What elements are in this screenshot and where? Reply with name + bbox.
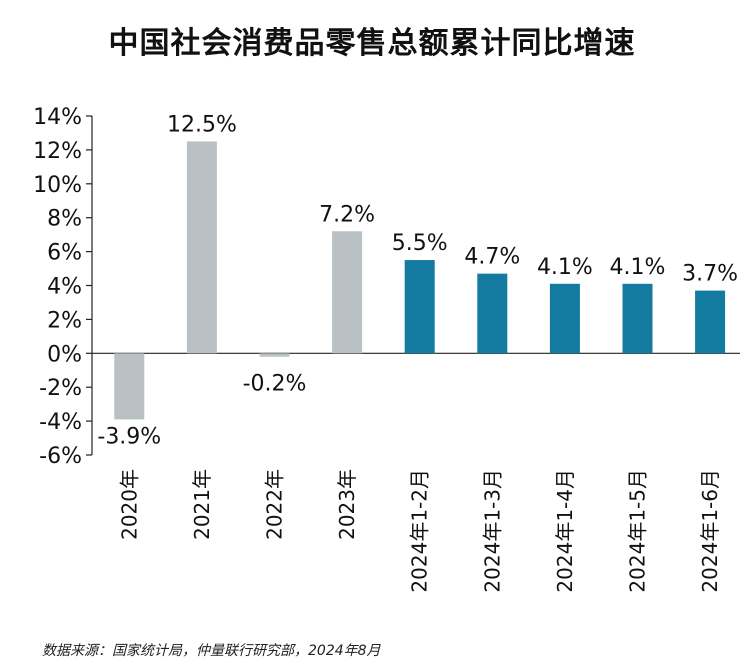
data-label: 4.1% bbox=[610, 255, 666, 280]
x-tick-labels: 2020年 2021年 2022年 2023年 2024年1-2月 2024年1-3月 20… bbox=[117, 469, 722, 593]
bar-2021年 bbox=[186, 141, 217, 354]
x-tick-label: 2021年 bbox=[190, 469, 214, 540]
y-tick-label: 10% bbox=[33, 173, 82, 198]
bar-2023年 bbox=[332, 231, 363, 354]
y-tick-label: 14% bbox=[33, 105, 82, 130]
bar-2024年1-6月 bbox=[695, 290, 726, 354]
data-label: 4.1% bbox=[537, 255, 593, 280]
y-tick-label: -2% bbox=[39, 376, 82, 401]
data-label: 5.5% bbox=[392, 231, 448, 256]
bar-2024年1-4月 bbox=[549, 283, 580, 354]
data-labels: -3.9% 12.5% -0.2% 7.2% 5.5% 4.7% 4.1% 4.1% 3.7% bbox=[97, 112, 738, 449]
chart-title: 中国社会消费品零售总额累计同比增速 bbox=[108, 26, 636, 61]
x-tick-label: 2024年1-4月 bbox=[553, 469, 577, 593]
y-tick-label: 2% bbox=[47, 308, 82, 333]
data-label: 3.7% bbox=[682, 262, 738, 287]
data-label: -3.9% bbox=[97, 424, 161, 449]
y-tick-label: 4% bbox=[47, 275, 82, 300]
x-tick-label: 2024年1-2月 bbox=[408, 469, 432, 593]
y-tick-label: -4% bbox=[39, 410, 82, 435]
bars bbox=[114, 141, 726, 420]
bar-2024年1-2月 bbox=[404, 260, 435, 354]
data-label: 12.5% bbox=[167, 112, 237, 137]
bar-2024年1-5月 bbox=[622, 283, 653, 354]
bar-2022年 bbox=[259, 353, 290, 357]
y-tick-label: 6% bbox=[47, 241, 82, 266]
data-label: 7.2% bbox=[319, 202, 375, 227]
y-tick-label: 8% bbox=[47, 207, 82, 232]
y-tick-labels: 14% 12% 10% 8% 6% 4% 2% 0% -2% -4% -6% bbox=[33, 105, 92, 469]
x-tick-label: 2024年1-5月 bbox=[626, 469, 650, 593]
x-tick-label: 2020年 bbox=[117, 469, 141, 540]
data-label: -0.2% bbox=[243, 372, 307, 397]
x-tick-label: 2023年 bbox=[335, 469, 359, 540]
x-tick-label: 2024年1-6月 bbox=[698, 469, 722, 593]
x-tick-label: 2024年1-3月 bbox=[480, 469, 504, 593]
y-tick-label: 12% bbox=[33, 139, 82, 164]
bar-2020年 bbox=[114, 353, 145, 420]
source-note: 数据来源：国家统计局，仲量联行研究部，2024年8月 bbox=[42, 643, 381, 659]
bar-2024年1-3月 bbox=[477, 273, 508, 354]
data-label: 4.7% bbox=[464, 245, 520, 270]
y-tick-label: -6% bbox=[39, 444, 82, 469]
x-tick-label: 2022年 bbox=[263, 469, 287, 540]
y-tick-label: 0% bbox=[47, 342, 82, 367]
